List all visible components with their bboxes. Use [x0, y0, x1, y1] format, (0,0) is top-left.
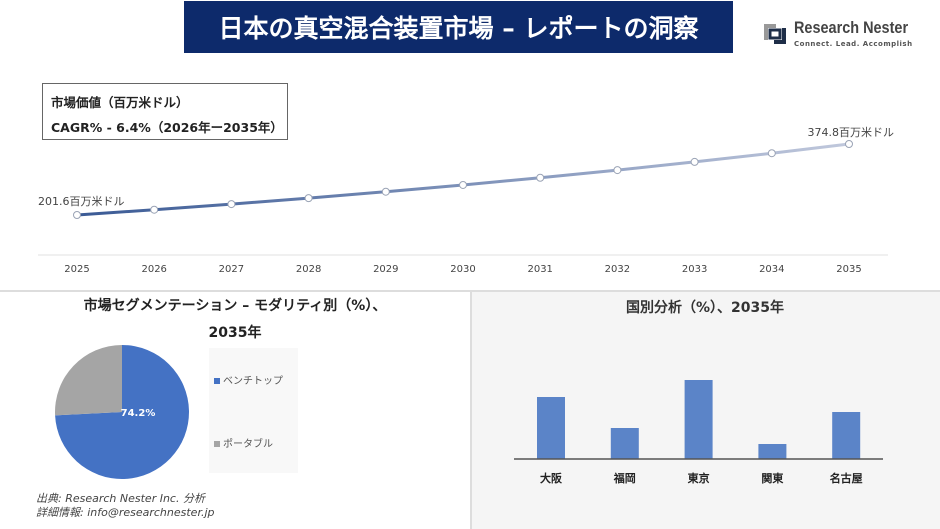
data-point: [304, 194, 313, 203]
bar-category-label: 関東: [761, 471, 784, 485]
data-point: [73, 211, 81, 219]
x-tick-label: 2028: [296, 264, 321, 275]
bar-chart-title: 国別分析（%）、2035年: [626, 300, 784, 316]
data-point: [459, 180, 467, 189]
legend-item-benchtop: ベンチトップ: [214, 372, 283, 387]
legend-swatch: [214, 378, 220, 384]
legend-label: ポータブル: [223, 439, 273, 450]
x-tick-label: 2025: [64, 264, 89, 275]
x-tick-label: 2034: [759, 264, 784, 275]
data-point: [690, 157, 699, 166]
info-line: 詳細情報: info@researchnester.jp: [36, 506, 215, 519]
x-tick-label: 2032: [605, 264, 630, 275]
modality-pie-chart: 74.2%: [55, 345, 189, 479]
logo-icon: [764, 24, 786, 44]
pie-data-label: 74.2%: [121, 408, 156, 419]
x-tick-label: 2026: [141, 264, 166, 275]
market-line-chart: 2025 2026 2027 2028 2029 2030 2031 2032 2033 2034…: [38, 126, 895, 275]
data-point: [845, 140, 853, 148]
logo: Research Nester Connect. Lead. Accomplis…: [760, 18, 930, 50]
bar-category-label: 名古屋: [830, 471, 863, 485]
series-line: [76, 142, 850, 217]
divider: [0, 290, 940, 292]
x-tick-label: 2035: [836, 264, 861, 275]
legend-item-portable: ポータブル: [214, 435, 273, 450]
data-point: [150, 205, 159, 214]
data-point: [767, 149, 776, 158]
bar-category-label: 大阪: [540, 471, 563, 485]
pie-title-year: 2035年: [208, 325, 262, 341]
x-tick-label: 2029: [373, 264, 398, 275]
start-value-label: 201.6百万米ドル: [38, 195, 125, 208]
data-point: [536, 173, 545, 182]
x-tick-label: 2031: [527, 264, 552, 275]
source-line: 出典: Research Nester Inc. 分析: [36, 492, 205, 505]
country-bar-chart: 大阪 福岡 東京 関東 名古屋: [514, 380, 883, 485]
bar: [684, 380, 713, 459]
logo-name: Research Nester: [794, 18, 909, 37]
logo-tagline: Connect. Lead. Accomplish: [794, 40, 913, 48]
bar: [610, 428, 639, 459]
bar: [832, 412, 861, 459]
market-value-label: 市場価値（百万米ドル）: [51, 95, 189, 110]
bar-category-label: 東京: [688, 471, 710, 485]
data-point: [227, 200, 236, 209]
page-title: 日本の真空混合装置市場 – レポートの洞察: [218, 14, 699, 43]
data-point: [613, 166, 622, 175]
pie-title: 市場セグメンテーション – モダリティ別（%）、: [83, 298, 387, 314]
cagr-label: CAGR% - 6.4%（2026年ー2035年）: [51, 120, 283, 135]
legend-swatch: [214, 441, 220, 447]
bar-category-label: 福岡: [613, 471, 636, 485]
title-banner: 日本の真空混合装置市場 – レポートの洞察: [184, 1, 733, 53]
pie-slice: [55, 345, 189, 479]
data-point: [381, 187, 390, 196]
end-value-label: 374.8百万米ドル: [808, 126, 895, 139]
pie-legend: ベンチトップ ポータブル: [209, 348, 298, 473]
x-tick-label: 2027: [219, 264, 244, 275]
x-tick-label: 2030: [450, 264, 475, 275]
x-tick-label: 2033: [682, 264, 707, 275]
pie-slice: [55, 345, 123, 416]
legend-label: ベンチトップ: [223, 376, 283, 387]
source-note: 出典: Research Nester Inc. 分析 詳細情報: info@r…: [36, 492, 215, 520]
bar: [537, 397, 565, 459]
bar: [758, 444, 787, 459]
market-info-box: 市場価値（百万米ドル） CAGR% - 6.4%（2026年ー2035年）: [42, 83, 288, 140]
